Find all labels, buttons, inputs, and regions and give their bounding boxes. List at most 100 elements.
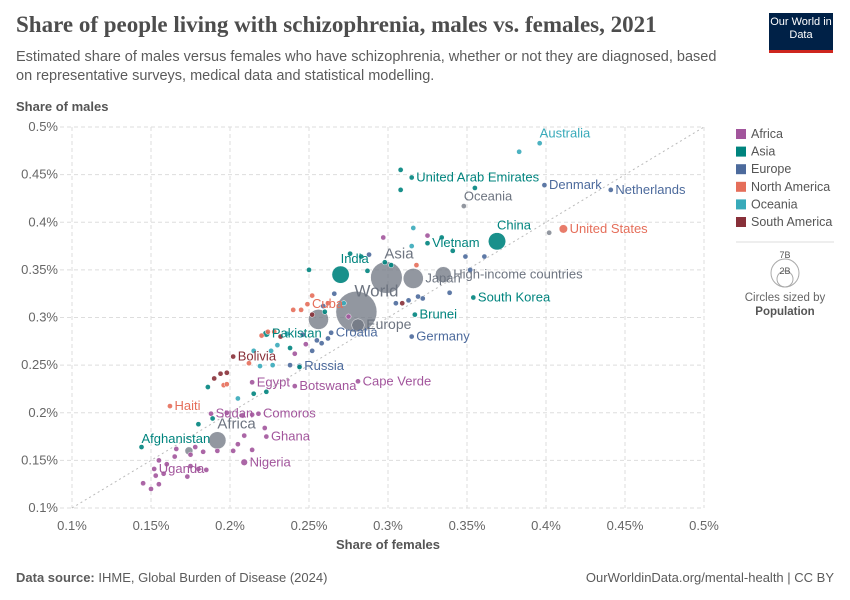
data-point xyxy=(397,167,404,173)
data-point xyxy=(211,375,218,382)
point-label: Oceania xyxy=(464,188,513,203)
point-label: Denmark xyxy=(549,177,602,192)
data-point xyxy=(249,447,255,453)
data-point xyxy=(250,347,257,354)
data-point xyxy=(291,350,298,357)
data-point xyxy=(314,337,320,344)
data-point xyxy=(192,444,199,450)
data-point xyxy=(410,225,417,231)
data-point xyxy=(246,360,252,367)
data-point xyxy=(345,313,352,320)
data-point xyxy=(472,185,478,191)
data-point xyxy=(558,224,568,234)
data-point xyxy=(318,340,325,347)
data-point xyxy=(462,253,469,260)
footer-link[interactable]: OurWorldinData.org/mental-health | CC BY xyxy=(585,570,834,585)
data-point xyxy=(152,472,159,479)
data-point xyxy=(424,232,431,239)
source-text[interactable]: IHME, Global Burden of Disease (2024) xyxy=(98,570,328,585)
data-point xyxy=(268,347,274,354)
point-label: Botswana xyxy=(299,378,357,393)
legend-label: South America xyxy=(751,215,832,229)
legend-swatch xyxy=(736,199,746,210)
data-point xyxy=(309,347,316,354)
point-label: South Korea xyxy=(478,289,551,304)
data-point xyxy=(446,289,453,296)
data-point xyxy=(263,433,270,440)
data-point xyxy=(331,290,338,297)
legend-label: Africa xyxy=(751,127,783,141)
point-label: Japan xyxy=(425,270,460,285)
data-point xyxy=(388,262,395,268)
data-point xyxy=(488,232,506,251)
y-tick-label: 0.4% xyxy=(28,214,58,229)
data-point xyxy=(481,253,488,260)
data-point xyxy=(381,259,388,266)
data-point xyxy=(340,300,347,307)
data-point xyxy=(209,415,216,422)
point-label: World xyxy=(354,281,398,300)
point-label: Vietnam xyxy=(432,235,479,250)
data-point xyxy=(287,345,293,351)
legend-label: Asia xyxy=(751,145,775,159)
data-point xyxy=(239,412,246,419)
point-label: Brunei xyxy=(419,307,457,322)
data-point xyxy=(265,328,271,335)
data-point xyxy=(306,267,312,273)
y-tick-label: 0.1% xyxy=(28,500,58,515)
data-point xyxy=(255,410,262,417)
data-point xyxy=(250,390,257,397)
data-point xyxy=(460,203,467,209)
data-source: Data source: IHME, Global Burden of Dise… xyxy=(16,570,327,585)
point-label: Africa xyxy=(217,416,256,433)
point-label: India xyxy=(341,251,370,266)
data-point xyxy=(148,486,154,492)
data-point xyxy=(271,328,278,335)
data-point xyxy=(235,441,241,448)
point-label: High-income countries xyxy=(453,267,583,282)
point-label: Cuba xyxy=(312,296,344,311)
data-point xyxy=(258,332,265,339)
data-point xyxy=(249,379,255,386)
point-label: Netherlands xyxy=(615,182,686,197)
x-tick-label: 0.4% xyxy=(531,518,561,533)
data-point xyxy=(355,378,361,385)
data-point xyxy=(419,295,426,302)
legend-label: Oceania xyxy=(751,197,798,211)
data-point xyxy=(140,480,146,487)
legend-swatch xyxy=(736,217,746,227)
logo-text: Our World in Data xyxy=(770,16,832,41)
data-point xyxy=(240,458,248,466)
owid-logo[interactable]: Our World in Data xyxy=(769,13,833,53)
data-point xyxy=(449,247,456,254)
data-point xyxy=(200,448,206,455)
data-point xyxy=(467,267,474,273)
data-point xyxy=(405,297,412,304)
x-tick-label: 0.35% xyxy=(449,518,486,533)
point-label: Sudan xyxy=(216,406,254,421)
legend-label: Europe xyxy=(751,162,791,176)
data-point xyxy=(299,331,306,338)
y-tick-label: 0.5% xyxy=(28,119,58,134)
y-axis-label: Share of males xyxy=(16,99,109,114)
data-point xyxy=(331,265,350,284)
data-point xyxy=(223,381,230,388)
data-point xyxy=(541,182,548,188)
data-point xyxy=(235,395,241,402)
legend-label: North America xyxy=(751,180,830,194)
data-point xyxy=(424,240,431,247)
data-point xyxy=(397,187,404,193)
point-label: Nigeria xyxy=(250,454,292,469)
x-tick-label: 0.15% xyxy=(133,518,170,533)
legend-swatch xyxy=(736,146,746,157)
y-tick-label: 0.15% xyxy=(21,452,58,467)
x-tick-label: 0.45% xyxy=(607,518,644,533)
data-point xyxy=(205,384,211,390)
data-point xyxy=(470,294,477,301)
size-legend-label: 7B xyxy=(779,250,790,260)
x-tick-label: 0.5% xyxy=(689,518,719,533)
data-point xyxy=(364,267,371,274)
data-point xyxy=(156,481,162,488)
data-point xyxy=(287,362,293,368)
data-point xyxy=(257,363,263,369)
